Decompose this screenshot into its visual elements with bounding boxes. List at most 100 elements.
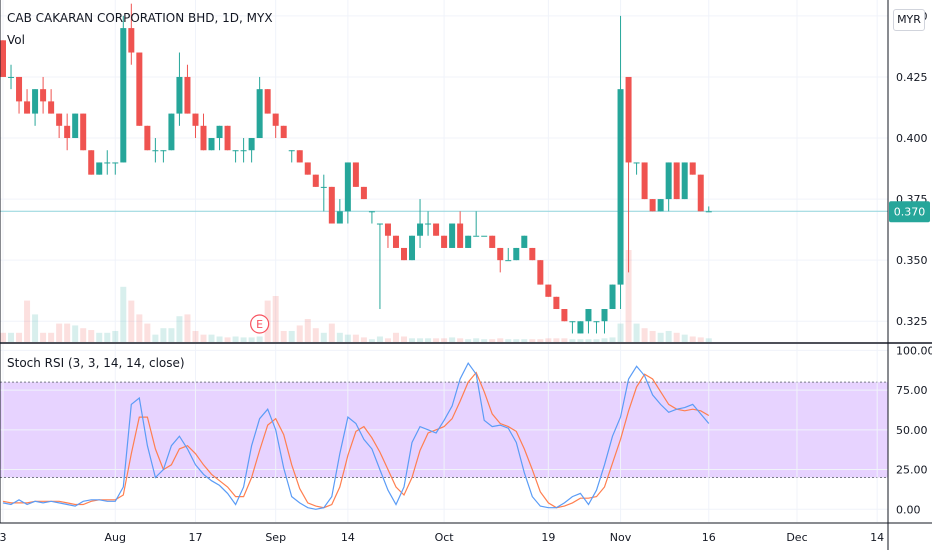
volume-bar (192, 330, 199, 342)
candle-body (545, 284, 552, 297)
volume-bar (593, 339, 600, 342)
candle-body (489, 235, 496, 248)
candle-body (497, 247, 504, 261)
volume-bar (352, 334, 359, 342)
candle (96, 162, 103, 175)
price-tick-label: 0.350 (896, 254, 928, 267)
volume-bar (537, 339, 544, 342)
volume-bar (56, 323, 63, 342)
stoch-rsi-title[interactable]: Stoch RSI (3, 3, 14, 14, close) (7, 356, 185, 370)
volume-bar (224, 337, 231, 342)
volume-bar (433, 338, 440, 342)
candle-body (80, 113, 87, 151)
rsi-k-line (2, 361, 710, 510)
candle-body (513, 247, 520, 261)
time-tick-label: 19 (541, 531, 555, 544)
candle (681, 162, 688, 200)
volume-bar (392, 332, 399, 342)
candle (104, 150, 111, 175)
candle (176, 52, 183, 126)
candle-body (176, 76, 183, 114)
candle-body (8, 76, 15, 78)
candle (256, 76, 263, 139)
candle (505, 247, 512, 262)
candle-body (0, 40, 6, 77)
candle (288, 150, 295, 163)
volume-bar (384, 338, 391, 342)
candle (433, 223, 440, 236)
candle (705, 206, 712, 213)
candle-body (96, 162, 103, 175)
volume-bar (144, 323, 151, 342)
volume-bar (128, 300, 135, 342)
candle (561, 309, 568, 322)
candle (304, 162, 311, 175)
time-tick-label: 14 (870, 531, 884, 544)
candle-body (112, 162, 119, 164)
candle (8, 64, 15, 90)
candle-body (32, 89, 39, 114)
volume-bar (232, 336, 239, 342)
volume-bar (88, 330, 95, 342)
volume-bar (497, 338, 504, 342)
candle (280, 125, 287, 139)
candle-body (328, 186, 335, 224)
candle (48, 89, 55, 114)
candles-layer[interactable]: E (0, 3, 888, 334)
volume-bar (561, 338, 568, 342)
volume-label[interactable]: Vol (7, 33, 25, 47)
volume-bar (585, 339, 592, 342)
volume-bar (513, 339, 520, 342)
candle (216, 125, 223, 151)
last-price-label: 0.370 (894, 205, 926, 218)
symbol-title[interactable]: CAB CAKARAN CORPORATION BHD, 1D, MYX (7, 11, 273, 25)
volume-bar (336, 332, 343, 342)
candle (529, 247, 536, 261)
rsi-tick-label: 0.00 (896, 503, 921, 516)
rsi-d-line (2, 371, 710, 509)
candle-body (392, 235, 399, 248)
candle (649, 199, 656, 212)
candle (32, 89, 39, 126)
volume-bar (601, 338, 608, 342)
candle (128, 3, 135, 65)
volume-bar (457, 338, 464, 342)
volume-bar (417, 338, 424, 342)
candle-body (473, 235, 480, 237)
candle-body (537, 260, 544, 285)
candle (64, 113, 71, 151)
candle (521, 235, 528, 248)
candle-body (529, 247, 536, 261)
volume-bar (401, 336, 407, 342)
volume-bar (681, 334, 688, 342)
candle (673, 162, 680, 200)
candle-body (585, 309, 592, 322)
volume-bar (409, 338, 416, 342)
candle (80, 113, 87, 151)
candle-body (104, 162, 111, 164)
candle-body (352, 162, 359, 187)
candle (296, 150, 303, 163)
candle-body (441, 235, 448, 248)
candle (336, 199, 343, 224)
candle (641, 162, 648, 200)
candle-body (465, 235, 472, 248)
candle-body (304, 162, 311, 175)
volume-bar (48, 332, 55, 342)
candle-body (272, 113, 279, 126)
candle-body (40, 89, 47, 102)
candle-body (336, 211, 343, 224)
currency-button[interactable]: MYR (893, 9, 925, 31)
volume-bar (296, 325, 303, 342)
volume-bar (280, 330, 287, 342)
time-tick-label: Oct (435, 531, 455, 544)
volume-bar (569, 339, 576, 342)
candle-body (681, 162, 688, 200)
volume-bar (521, 339, 528, 342)
volume-bar (176, 316, 183, 342)
volume-bar (657, 332, 664, 342)
volume-bar (320, 332, 327, 342)
candle-body (449, 223, 456, 248)
candle (633, 162, 640, 175)
